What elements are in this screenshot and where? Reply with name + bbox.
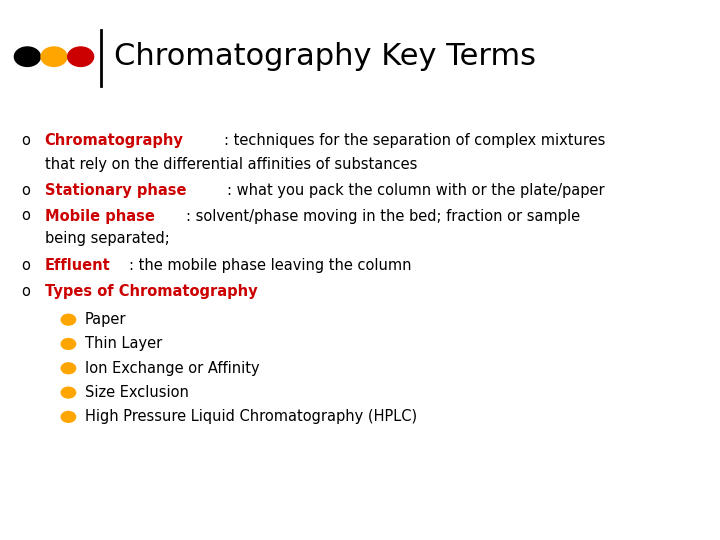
Text: o: o bbox=[21, 208, 30, 224]
Text: Effluent: Effluent bbox=[45, 258, 110, 273]
Text: o: o bbox=[21, 183, 30, 198]
Text: : solvent/phase moving in the bed; fraction or sample: : solvent/phase moving in the bed; fract… bbox=[186, 208, 580, 224]
Text: Thin Layer: Thin Layer bbox=[85, 336, 162, 352]
Text: o: o bbox=[21, 284, 30, 299]
Text: Paper: Paper bbox=[85, 312, 127, 327]
Text: Types of Chromatography: Types of Chromatography bbox=[45, 284, 257, 299]
Text: High Pressure Liquid Chromatography (HPLC): High Pressure Liquid Chromatography (HPL… bbox=[85, 409, 417, 424]
Text: that rely on the differential affinities of substances: that rely on the differential affinities… bbox=[45, 157, 417, 172]
Circle shape bbox=[41, 47, 67, 66]
Text: Chromatography: Chromatography bbox=[45, 133, 184, 148]
Circle shape bbox=[14, 47, 40, 66]
Text: : techniques for the separation of complex mixtures: : techniques for the separation of compl… bbox=[224, 133, 606, 148]
Circle shape bbox=[61, 411, 76, 422]
Circle shape bbox=[61, 339, 76, 349]
Text: Ion Exchange or Affinity: Ion Exchange or Affinity bbox=[85, 361, 260, 376]
Text: Size Exclusion: Size Exclusion bbox=[85, 385, 189, 400]
Text: being separated;: being separated; bbox=[45, 231, 169, 246]
Circle shape bbox=[61, 363, 76, 374]
Text: : the mobile phase leaving the column: : the mobile phase leaving the column bbox=[130, 258, 412, 273]
Text: Stationary phase: Stationary phase bbox=[45, 183, 186, 198]
Circle shape bbox=[61, 387, 76, 398]
Text: o: o bbox=[21, 133, 30, 148]
Circle shape bbox=[61, 314, 76, 325]
Circle shape bbox=[68, 47, 94, 66]
Text: Mobile phase: Mobile phase bbox=[45, 208, 155, 224]
Text: o: o bbox=[21, 258, 30, 273]
Text: : what you pack the column with or the plate/paper: : what you pack the column with or the p… bbox=[228, 183, 605, 198]
Text: Chromatography Key Terms: Chromatography Key Terms bbox=[114, 42, 536, 71]
